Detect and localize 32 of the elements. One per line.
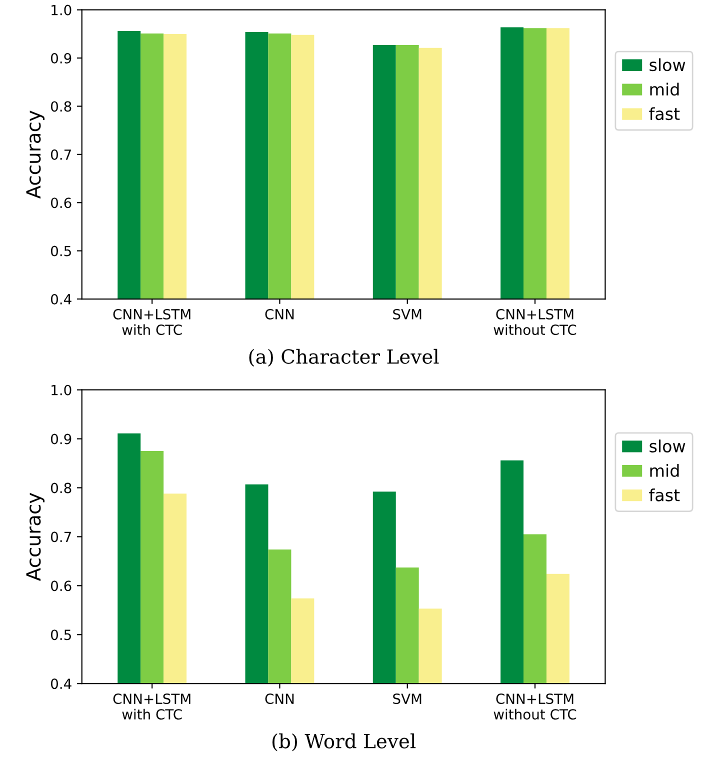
y-tick-label: 0.6 [50,198,72,208]
x-tick-label: CNN+LSTM without CTC [494,694,576,720]
y-tick-label: 0.9 [50,434,72,444]
y-tick-label: 0.5 [50,246,71,256]
x-axis-title: (b) Word Level [272,733,416,752]
x-axis-title: (a) Character Level [249,348,439,367]
y-axis-title: Accuracy [26,110,45,199]
legend-label: mid [650,464,679,477]
y-tick-label: 1.0 [52,384,72,396]
y-tick-label: 0.4 [50,678,72,690]
x-tick-label: CNN [265,694,294,704]
y-tick-label: 0.8 [50,101,72,112]
legend-label: mid [650,82,679,96]
legend-label: fast [649,488,680,502]
y-tick-label: 0.9 [50,53,72,64]
x-tick-label: CNN [265,308,294,320]
y-tick-label: 1.0 [52,4,72,16]
x-tick-label: SVM [393,308,422,320]
x-tick-label: CNN+LSTM with CTC [113,694,190,720]
y-axis-title: Accuracy [26,492,45,581]
y-tick-label: 0.7 [50,149,71,160]
legend-label: slow [650,58,686,72]
legend-label: fast [649,107,680,120]
y-tick-label: 0.7 [50,532,71,542]
y-tick-label: 0.4 [50,294,72,304]
legend-label: slow [650,440,686,452]
x-tick-label: SVM [393,694,422,704]
x-tick-label: CNN+LSTM without CTC [494,308,576,336]
y-tick-label: 0.6 [50,580,72,592]
y-tick-label: 0.8 [50,482,72,494]
x-tick-label: CNN+LSTM with CTC [113,308,190,336]
y-tick-label: 0.5 [50,630,71,640]
